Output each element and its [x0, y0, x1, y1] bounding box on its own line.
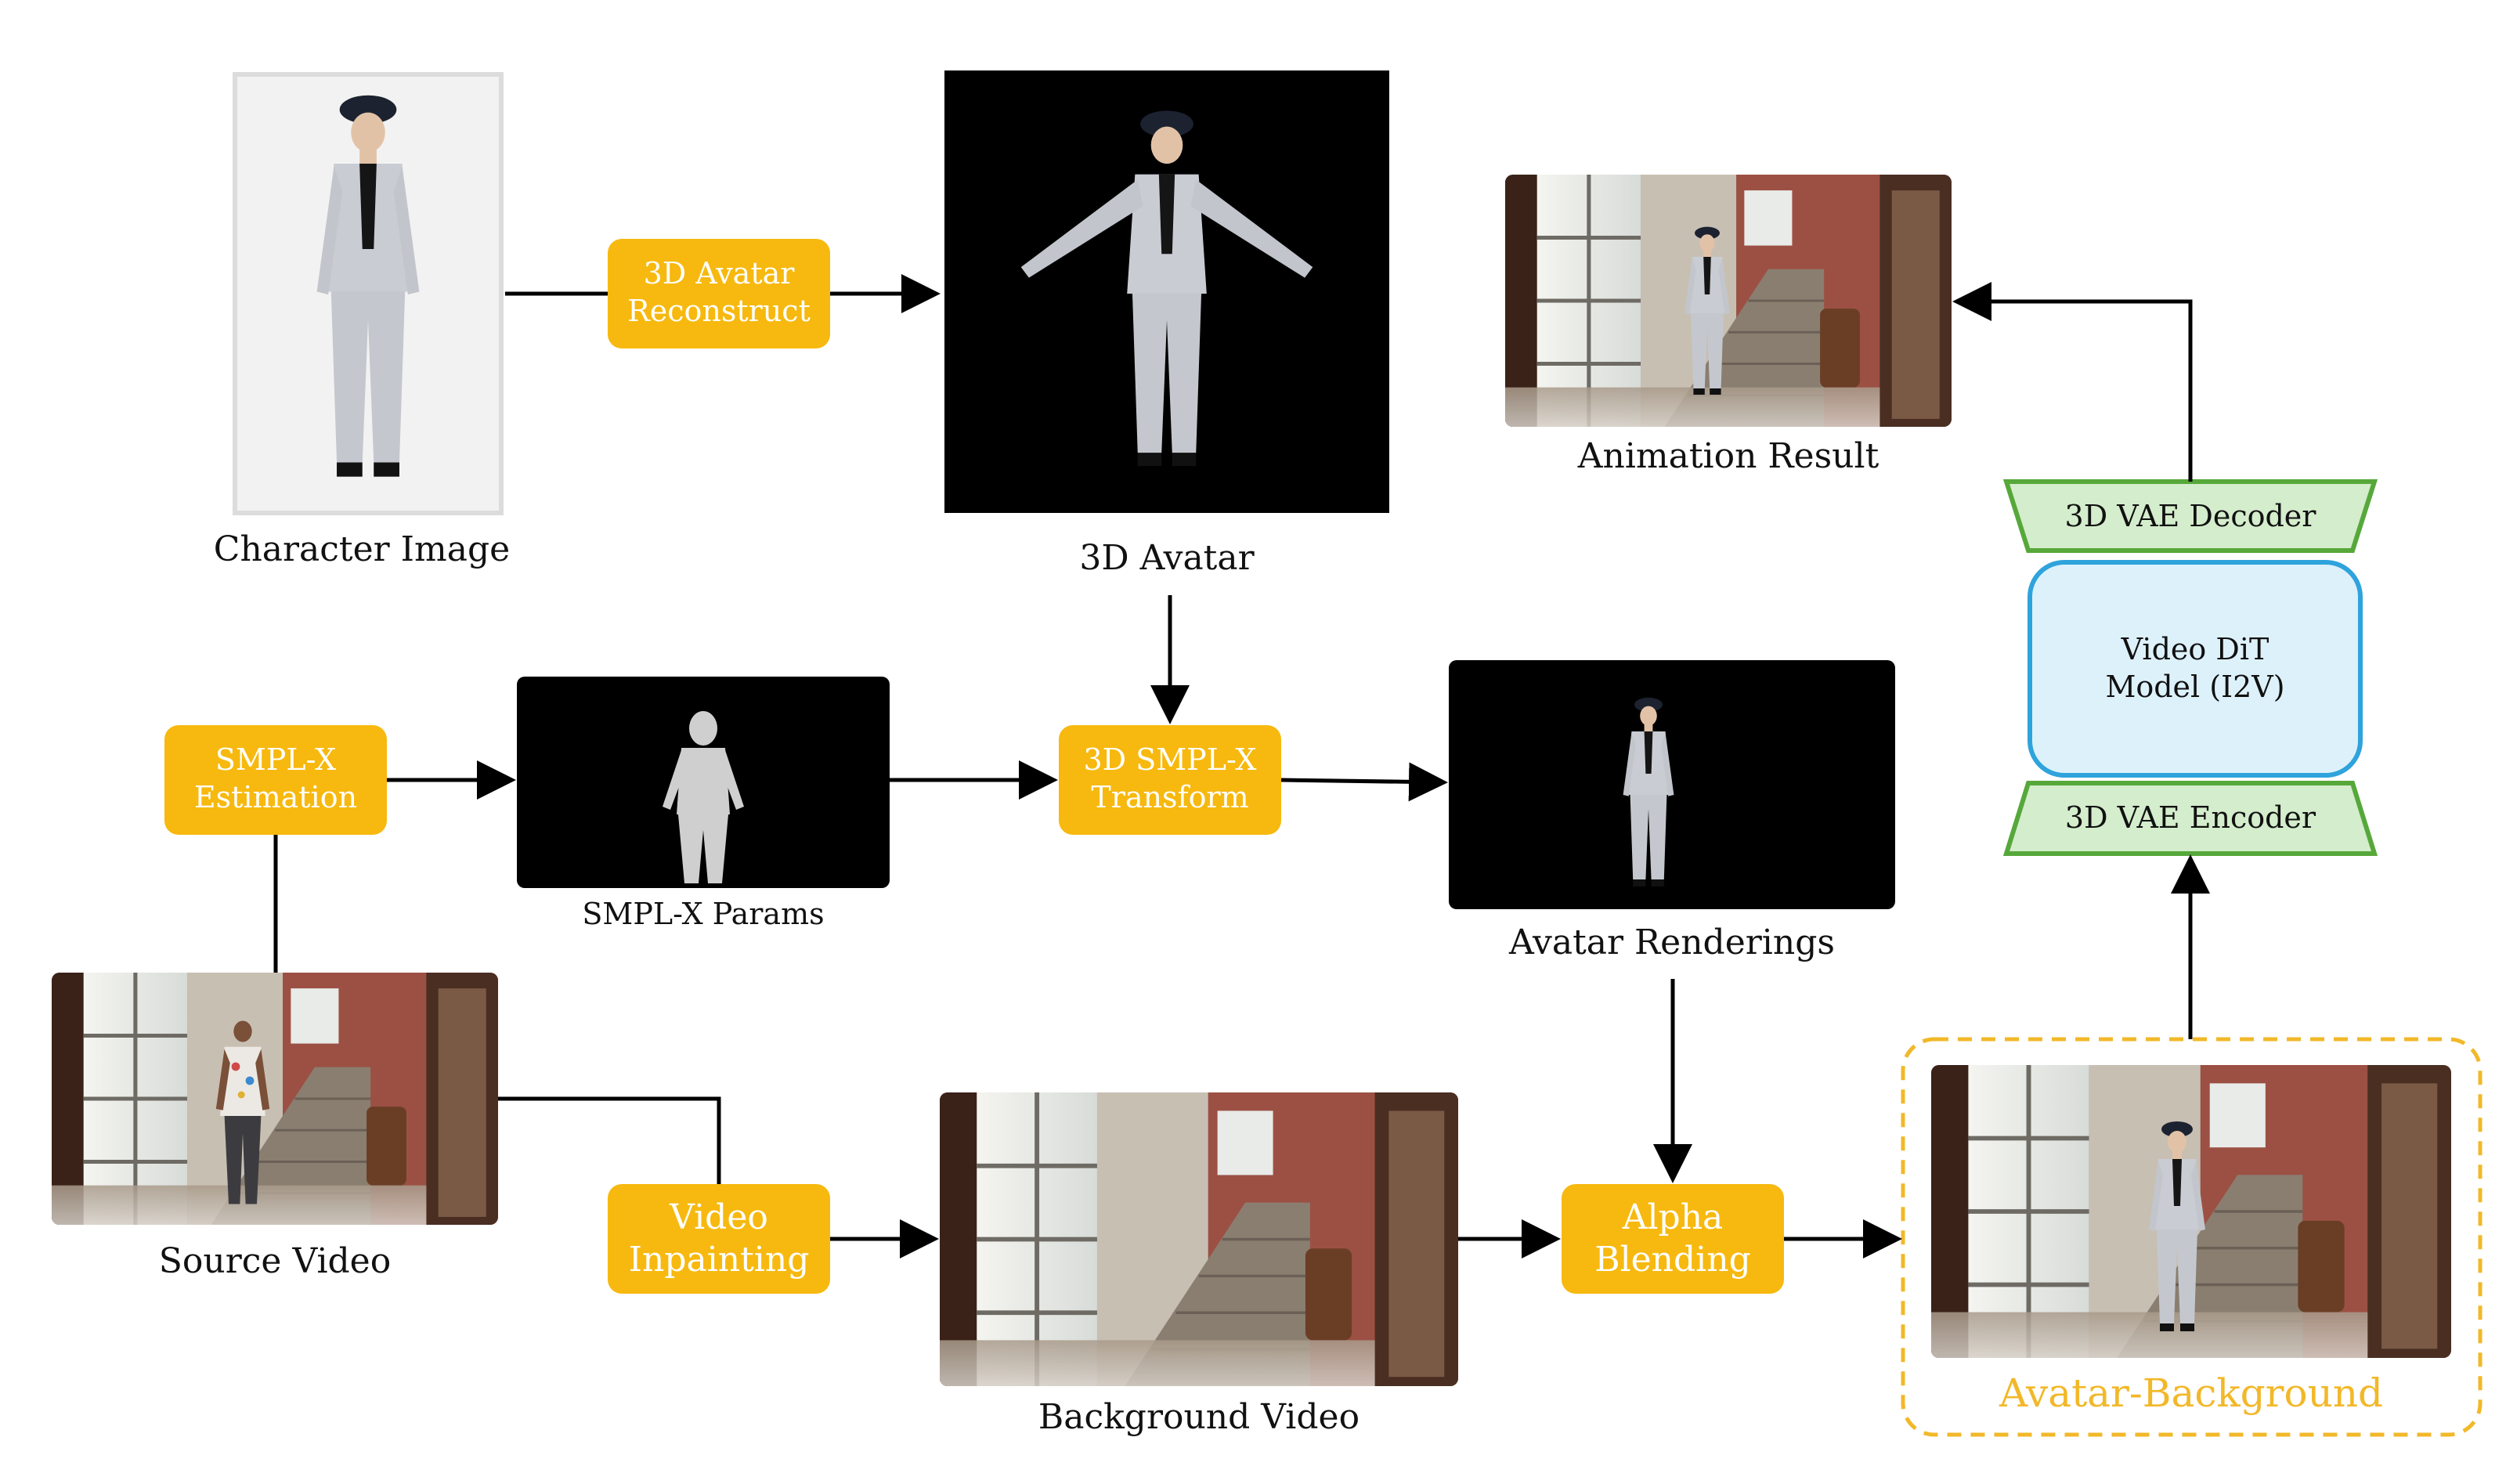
smplx-estimation-line1: SMPL-X: [215, 742, 336, 777]
arrow-transform-to-renderings: [1280, 762, 1448, 802]
line-source-to-inpainting: [498, 1096, 721, 1184]
source-video-label: Source Video: [159, 1241, 391, 1281]
video-inpainting-box: Video Inpainting: [608, 1184, 830, 1294]
avatar-reconstruct-box: 3D Avatar Reconstruct: [608, 239, 830, 348]
video-inpainting-line2: Inpainting: [629, 1240, 810, 1280]
vae-decoder-block: 3D VAE Decoder: [2002, 479, 2378, 553]
background-video-image: [940, 1092, 1458, 1386]
smplx-estimation-line2: Estimation: [194, 780, 357, 814]
source-video-image: [52, 973, 498, 1225]
dit-model-line2: Model (I2V): [2105, 670, 2284, 704]
smplx-params-label: SMPL-X Params: [582, 897, 824, 931]
character-image-label: Character Image: [214, 529, 510, 569]
smplx-transform-line1: 3D SMPL-X: [1083, 742, 1256, 777]
smplx-transform-line2: Transform: [1091, 780, 1248, 814]
alpha-blending-line2: Blending: [1594, 1240, 1751, 1280]
avatar-renderings-image: [1449, 660, 1895, 909]
avatar-renderings-label: Avatar Renderings: [1508, 923, 1835, 962]
character-image: [233, 72, 504, 515]
animation-result-image: [1505, 175, 1952, 427]
background-video-label: Background Video: [1038, 1397, 1360, 1437]
vae-encoder-block: 3D VAE Encoder: [2002, 781, 2378, 856]
avatar-reconstruct-line2: Reconstruct: [627, 294, 811, 328]
avatar-3d-image: [944, 70, 1389, 513]
smplx-transform-box: 3D SMPL-X Transform: [1059, 725, 1281, 835]
smplx-estimation-box: SMPL-X Estimation: [164, 725, 387, 835]
avatar-3d-label: 3D Avatar: [1079, 538, 1255, 578]
alpha-blending-box: Alpha Blending: [1562, 1184, 1784, 1294]
connectors: [273, 274, 2210, 1258]
avatar-background-image: [1931, 1065, 2451, 1358]
arrow-decoder-to-result: [1952, 282, 2193, 482]
animation-result-label: Animation Result: [1577, 436, 1880, 476]
avatar-background-frame: [1901, 1037, 2483, 1437]
avatar-reconstruct-line1: 3D Avatar: [644, 256, 796, 291]
dit-model-line1: Video DiT: [2121, 632, 2269, 666]
dit-model-block: Video DiT Model (I2V): [2028, 560, 2363, 778]
avatar-background-label: Avatar-Background: [1999, 1370, 2383, 1416]
alpha-blending-line1: Alpha: [1622, 1197, 1724, 1237]
video-inpainting-line1: Video: [669, 1197, 768, 1237]
smplx-params-image: [517, 677, 890, 888]
vae-decoder-label: 3D VAE Decoder: [2065, 499, 2317, 533]
vae-encoder-label: 3D VAE Encoder: [2065, 800, 2316, 835]
